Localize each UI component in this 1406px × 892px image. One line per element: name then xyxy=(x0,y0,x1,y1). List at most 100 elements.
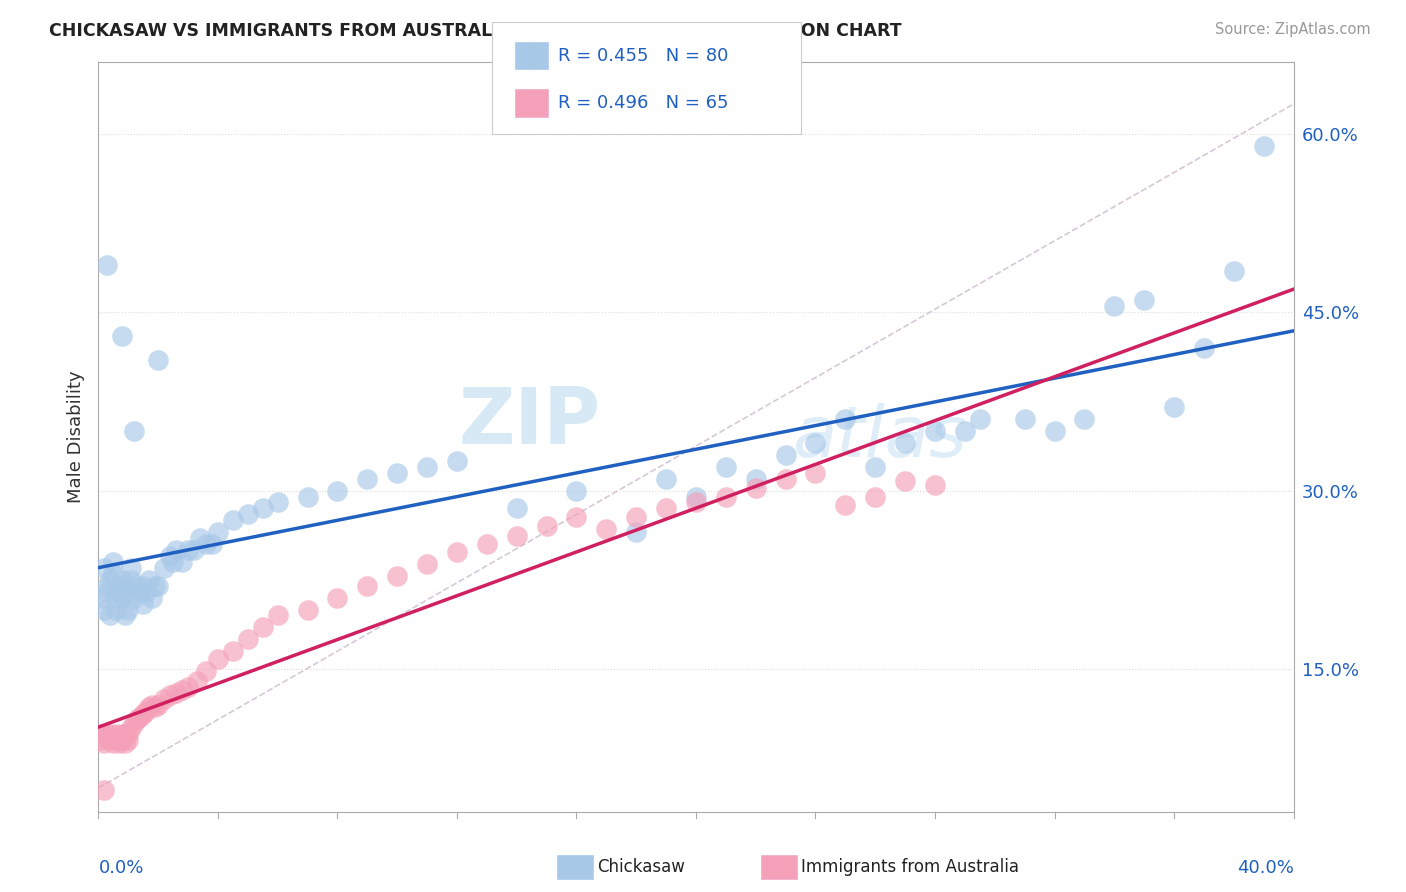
Point xyxy=(804,436,827,450)
Point xyxy=(188,531,211,545)
Point xyxy=(1192,341,1215,355)
Point xyxy=(834,498,856,512)
Text: atlas: atlas xyxy=(792,402,966,472)
Point xyxy=(416,459,439,474)
Point xyxy=(1073,412,1095,426)
Text: Immigrants from Australia: Immigrants from Australia xyxy=(801,858,1019,876)
Point xyxy=(111,591,134,605)
Point xyxy=(356,472,378,486)
Point xyxy=(834,412,856,426)
Point xyxy=(252,501,274,516)
Point xyxy=(536,519,558,533)
Point xyxy=(894,474,917,488)
Point xyxy=(655,501,678,516)
Point xyxy=(924,477,946,491)
Point xyxy=(1014,412,1036,426)
Point xyxy=(165,543,187,558)
Point xyxy=(685,495,707,509)
Point xyxy=(865,459,887,474)
Point xyxy=(148,352,170,367)
Point xyxy=(111,727,134,741)
Point xyxy=(114,727,136,741)
Point xyxy=(96,258,118,272)
Point xyxy=(98,733,122,747)
Point xyxy=(124,424,146,438)
Point xyxy=(93,602,115,616)
Point xyxy=(745,472,768,486)
Point xyxy=(177,680,200,694)
Point xyxy=(267,608,290,623)
Point xyxy=(93,727,115,741)
Text: CHICKASAW VS IMMIGRANTS FROM AUSTRALIA MALE DISABILITY CORRELATION CHART: CHICKASAW VS IMMIGRANTS FROM AUSTRALIA M… xyxy=(49,22,901,40)
Point xyxy=(132,579,155,593)
Point xyxy=(138,573,160,587)
Point xyxy=(626,509,648,524)
Point xyxy=(222,513,245,527)
Point xyxy=(356,579,378,593)
Point xyxy=(98,608,122,623)
Point xyxy=(108,736,131,750)
Point xyxy=(236,632,259,647)
Point xyxy=(267,495,290,509)
Point xyxy=(103,566,125,581)
Point xyxy=(804,466,827,480)
Point xyxy=(252,620,274,634)
Point xyxy=(714,490,737,504)
Point xyxy=(626,525,648,540)
Point xyxy=(506,529,529,543)
Point xyxy=(120,561,142,575)
Text: ZIP: ZIP xyxy=(458,384,600,460)
Point xyxy=(165,686,187,700)
Point xyxy=(117,584,139,599)
Point xyxy=(1104,299,1126,313)
Text: 40.0%: 40.0% xyxy=(1237,859,1294,878)
Point xyxy=(132,597,155,611)
Point xyxy=(96,731,118,745)
Point xyxy=(127,712,149,726)
Point xyxy=(153,691,176,706)
Point xyxy=(714,459,737,474)
Point xyxy=(475,537,498,551)
Point xyxy=(162,555,184,569)
Point xyxy=(385,466,409,480)
Point xyxy=(103,736,125,750)
Point xyxy=(90,733,112,747)
Point xyxy=(775,448,797,462)
Point xyxy=(172,683,194,698)
Point xyxy=(114,736,136,750)
Point xyxy=(129,709,152,723)
Text: 0.0%: 0.0% xyxy=(98,859,143,878)
Point xyxy=(120,722,142,736)
Point xyxy=(108,584,131,599)
Point xyxy=(132,707,155,722)
Point xyxy=(96,727,118,741)
Text: Source: ZipAtlas.com: Source: ZipAtlas.com xyxy=(1215,22,1371,37)
Point xyxy=(96,579,118,593)
Y-axis label: Male Disability: Male Disability xyxy=(66,371,84,503)
Point xyxy=(124,715,146,730)
Point xyxy=(90,591,112,605)
Point xyxy=(96,584,118,599)
Point xyxy=(865,490,887,504)
Point xyxy=(894,436,917,450)
Point xyxy=(506,501,529,516)
Point xyxy=(148,579,170,593)
Text: Chickasaw: Chickasaw xyxy=(598,858,686,876)
Point xyxy=(111,573,134,587)
Point xyxy=(595,522,617,536)
Point xyxy=(124,591,146,605)
Point xyxy=(141,591,163,605)
Point xyxy=(117,602,139,616)
Point xyxy=(236,508,259,522)
Point xyxy=(105,591,128,605)
Point xyxy=(565,483,588,498)
Point xyxy=(416,558,439,572)
Point xyxy=(114,579,136,593)
Point xyxy=(98,573,122,587)
Point xyxy=(1133,293,1156,308)
Point xyxy=(565,509,588,524)
Point xyxy=(135,584,157,599)
Point xyxy=(1223,263,1246,277)
Point xyxy=(655,472,678,486)
Point xyxy=(105,602,128,616)
